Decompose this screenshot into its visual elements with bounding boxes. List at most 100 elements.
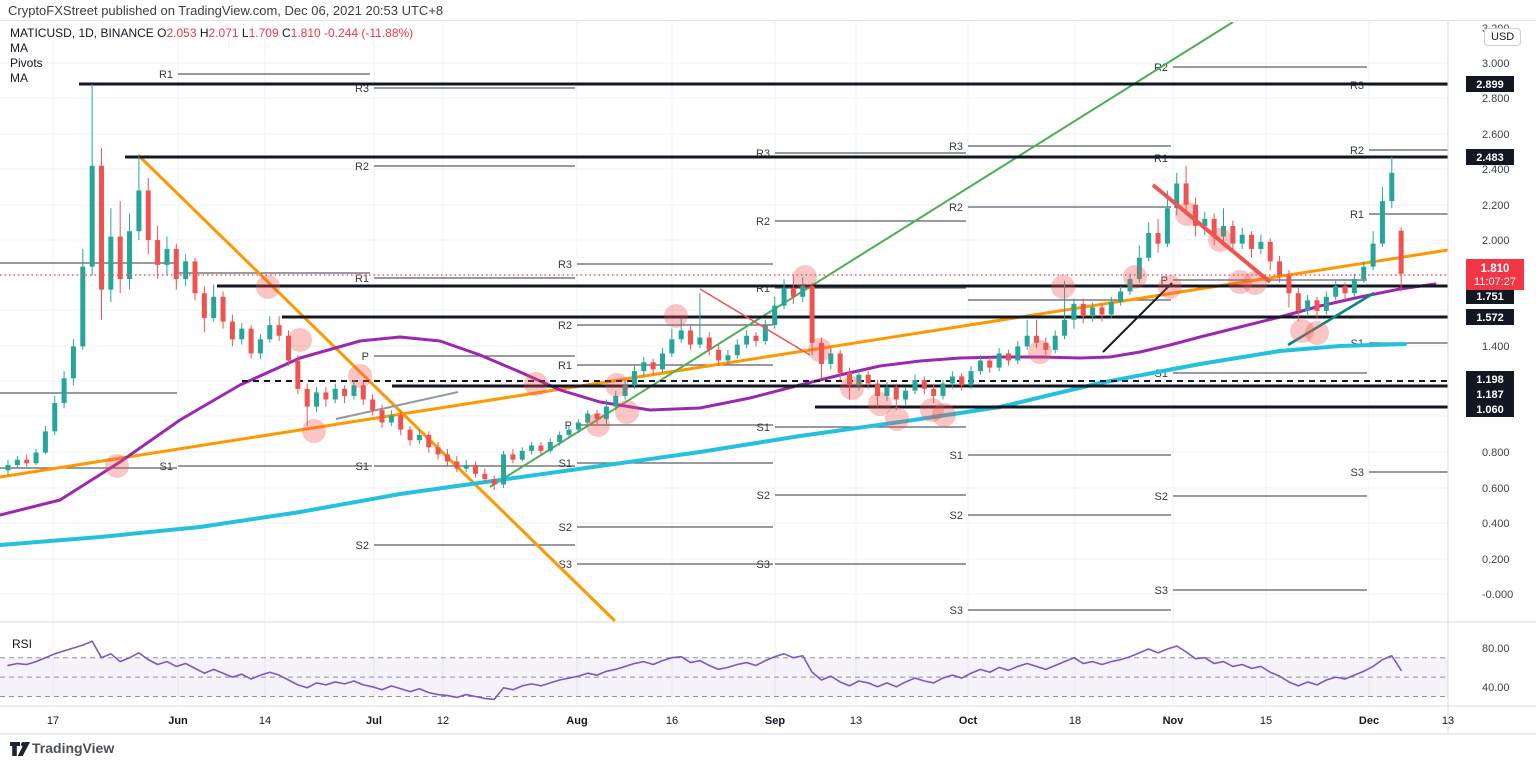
publish-info-text: CryptoFXStreet published on TradingView.… [8, 3, 444, 18]
time-label-Aug: Aug [566, 715, 587, 727]
pivot-label-S3: S3 [950, 605, 963, 617]
axes-layer[interactable] [0, 22, 1536, 735]
ohlc-high-value: 2.071 [208, 26, 239, 40]
svg-text:2.600: 2.600 [1482, 129, 1510, 141]
svg-text:80.00: 80.00 [1482, 643, 1510, 655]
pivot-label-S1: S1 [160, 461, 173, 473]
time-label-Nov: Nov [1163, 715, 1185, 727]
svg-text:2.000: 2.000 [1482, 235, 1510, 247]
svg-text:1.060: 1.060 [1476, 404, 1504, 416]
svg-text:2.483: 2.483 [1476, 152, 1504, 164]
grid-layer [0, 22, 1449, 706]
time-label-Oct: Oct [959, 715, 978, 727]
rsi-pane[interactable]: RSI [0, 637, 1448, 701]
ohlc-close-label: C [281, 26, 291, 40]
publish-info-bar: CryptoFXStreet published on TradingView.… [0, 0, 1536, 21]
pivot-label-R1: R1 [355, 273, 369, 285]
candles-layer[interactable] [5, 84, 1404, 490]
ohlc-open-value: 2.053 [166, 26, 197, 40]
pivot-label-R3: R3 [355, 83, 369, 95]
price-badge-1.751 [1466, 288, 1514, 304]
svg-text:0.400: 0.400 [1482, 518, 1510, 530]
price-chart-canvas[interactable]: R1 S1 R3 R2 R1 P S1 S2 R3 R2 R1 P S1 S2 S3 R3 R2 R1 S1 S2 S3… [0, 22, 1536, 735]
symbol-legend-row[interactable]: MATICUSD, 1D, BINANCE O2.053 H2.071 L1.7… [10, 26, 413, 40]
pivot-label-S1: S1 [757, 422, 770, 434]
pivot-label-R1: R1 [159, 69, 173, 81]
svg-text:1.810: 1.810 [1481, 263, 1510, 275]
price-badge-1.198 [1466, 371, 1514, 387]
pivot-label-R2: R2 [1350, 145, 1364, 157]
pivot-label-S1: S1 [356, 461, 369, 473]
svg-text:-0.000: -0.000 [1482, 589, 1513, 601]
pivot-label-S1: S1 [559, 458, 572, 470]
pivot-label-S3: S3 [1155, 585, 1168, 597]
ohlc-high-label: H [199, 26, 209, 40]
indicator-ma-2[interactable]: MA [10, 71, 28, 85]
svg-text:0.200: 0.200 [1482, 554, 1510, 566]
svg-text:1.198: 1.198 [1476, 374, 1504, 386]
svg-text:2.899: 2.899 [1476, 79, 1504, 91]
svg-text:0.800: 0.800 [1482, 447, 1510, 459]
svg-text:2.200: 2.200 [1482, 200, 1510, 212]
price-badge-2.899 [1466, 76, 1514, 92]
pivot-label-R1: R1 [1350, 209, 1364, 221]
pivot-label-S2: S2 [559, 522, 572, 534]
svg-text:2.800: 2.800 [1482, 93, 1510, 105]
svg-text:0.600: 0.600 [1482, 483, 1510, 495]
moving-averages-layer [0, 282, 1437, 547]
pivot-label-S3: S3 [1351, 467, 1364, 479]
attribution-bar: TradingView [0, 735, 1536, 762]
pivot-label-R1: R1 [1154, 153, 1168, 165]
price-badge-1.187 [1466, 386, 1514, 402]
indicator-pivots[interactable]: Pivots [10, 56, 43, 70]
svg-text:1.572: 1.572 [1476, 312, 1504, 324]
svg-text:1.751: 1.751 [1476, 291, 1504, 303]
trendlines-back-layer[interactable] [0, 22, 1449, 623]
time-label-15: 15 [1260, 715, 1272, 727]
time-label-18: 18 [1069, 715, 1081, 727]
svg-text:40.00: 40.00 [1482, 682, 1510, 694]
chart-legend: MATICUSD, 1D, BINANCE O2.053 H2.071 L1.7… [10, 26, 413, 86]
pivot-label-R3: R3 [949, 141, 963, 153]
svg-text:11:07:27: 11:07:27 [1474, 276, 1516, 288]
rsi-pane-label: RSI [12, 637, 32, 651]
price-badge-1.572 [1466, 309, 1514, 325]
event-markers-layer [105, 202, 1329, 478]
pivot-label-R3: R3 [558, 259, 572, 271]
time-label-13: 13 [850, 715, 862, 727]
pivot-label-P: P [565, 420, 572, 432]
change-value: -0.244 (-11.88%) [324, 26, 414, 40]
svg-text:2.400: 2.400 [1482, 164, 1510, 176]
pivot-label-S1: S1 [950, 450, 963, 462]
svg-text:3.000: 3.000 [1482, 58, 1510, 70]
last-price-badge [1466, 259, 1524, 290]
pivot-label-R3: R3 [1350, 80, 1364, 92]
svg-text:1.400: 1.400 [1482, 341, 1510, 353]
pivot-label-R2: R2 [355, 161, 369, 173]
indicator-ma-1[interactable]: MA [10, 41, 28, 55]
tradingview-logo-icon[interactable] [10, 741, 30, 757]
svg-text:1.187: 1.187 [1476, 389, 1504, 401]
time-label-12: 12 [437, 715, 449, 727]
time-label-14: 14 [259, 715, 271, 727]
time-scale[interactable]: 17 Jun 14 Jul 12 Aug 16 Sep 13 Oct 18 Nov 15 Dec 13 [47, 715, 1454, 727]
tradingview-brand-text[interactable]: TradingView [32, 740, 115, 756]
time-label-Sep: Sep [765, 715, 785, 727]
time-label-17: 17 [47, 715, 59, 727]
time-label-Jun: Jun [168, 715, 188, 727]
price-badge-2.483 [1466, 149, 1514, 165]
currency-toggle-button[interactable]: USD [1484, 28, 1522, 46]
pivot-label-P: P [362, 351, 369, 363]
pivot-label-R1: R1 [558, 360, 572, 372]
trendlines-front-layer[interactable] [699, 183, 1375, 356]
horizontal-levels-layer[interactable] [79, 82, 1448, 409]
pivot-label-R2: R2 [949, 202, 963, 214]
time-label-Dec: Dec [1359, 715, 1379, 727]
price-scale[interactable]: 3.2003.0002.8002.6002.4002.2002.0001.400… [1466, 23, 1524, 694]
symbol-title[interactable]: MATICUSD, 1D, BINANCE [10, 26, 154, 40]
pivot-label-R2: R2 [756, 216, 770, 228]
price-badge-1.060 [1466, 401, 1514, 417]
pivot-label-S2: S2 [950, 510, 963, 522]
time-label-16: 16 [666, 715, 678, 727]
